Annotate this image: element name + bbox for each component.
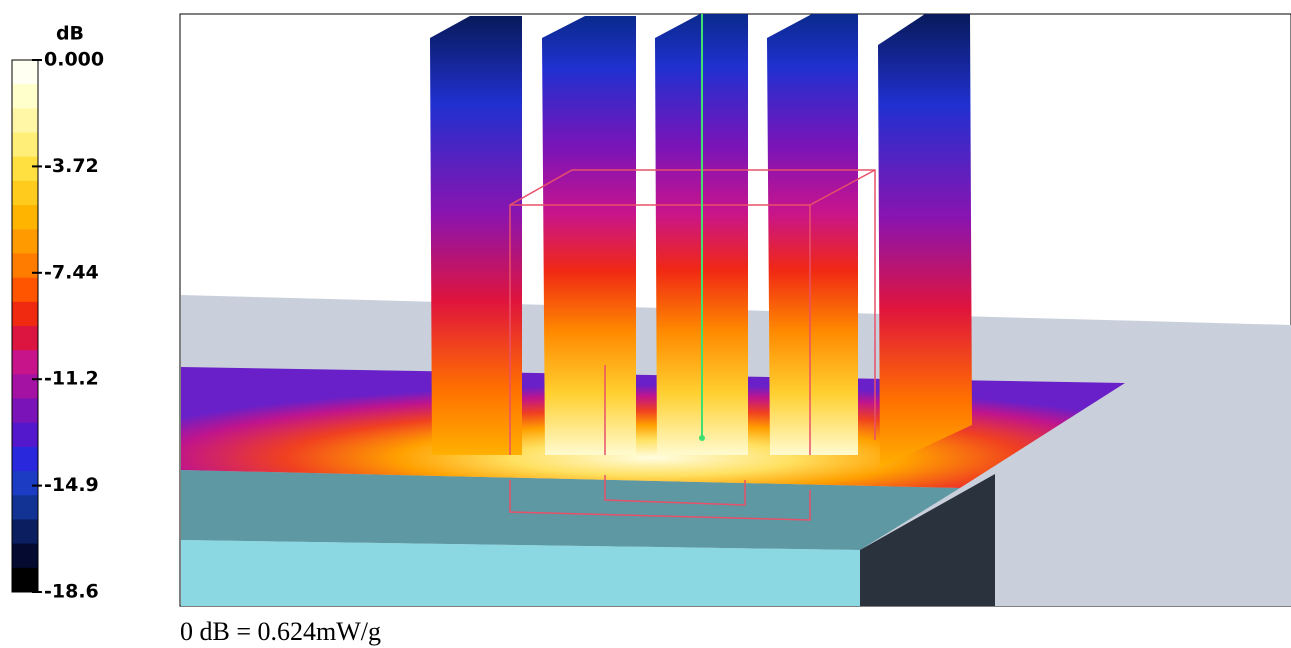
colorbar-tick-label: 0.000 (44, 49, 104, 71)
sar-slab (767, 14, 858, 455)
colorbar-band (12, 157, 38, 182)
sar-slab (542, 16, 636, 455)
colorbar-band (12, 399, 38, 424)
colorbar-band (12, 423, 38, 448)
colorbar-band (12, 447, 38, 472)
sar-slab (430, 16, 522, 455)
colorbar-tick-label: -7.44 (44, 261, 99, 283)
sar-view: 0.000 -3.72 -7.44 -11.2 -14.9 -18.6 dB 0 dB =… (0, 0, 1291, 648)
colorbar-tick-label: -3.72 (44, 155, 99, 177)
colorbar-band (12, 205, 38, 230)
colorbar-band (12, 495, 38, 520)
colorbar-band (12, 60, 38, 85)
colorbar-tick-label: -14.9 (44, 474, 99, 496)
colorbar-band (12, 519, 38, 544)
colorbar-band (12, 374, 38, 399)
colorbar-tick-label: -11.2 (44, 368, 99, 390)
colorbar-band (12, 350, 38, 375)
sar-surface (181, 367, 1125, 488)
page: 0.000 -3.72 -7.44 -11.2 -14.9 -18.6 dB 0 dB =… (0, 0, 1291, 648)
colorbar-band (12, 471, 38, 496)
colorbar-band (12, 568, 38, 593)
colorbar-band (12, 326, 38, 351)
colorbar-band (12, 302, 38, 327)
footer-note: 0 dB = 0.624mW/g (180, 617, 381, 646)
colorbar-band (12, 278, 38, 303)
colorbar-band (12, 84, 38, 109)
colorbar-tick-label: -18.6 (44, 581, 99, 603)
colorbar-band (12, 108, 38, 133)
colorbar-unit: dB (56, 23, 84, 45)
viewport (180, 14, 1291, 606)
phantom-bottom (181, 540, 860, 606)
colorbar-band (12, 253, 38, 278)
colorbar: 0.000 -3.72 -7.44 -11.2 -14.9 -18.6 (12, 49, 104, 603)
sar-slab (878, 14, 972, 468)
colorbar-band (12, 229, 38, 254)
probe-point (699, 435, 705, 441)
colorbar-band (12, 181, 38, 206)
colorbar-band (12, 133, 38, 158)
colorbar-band (12, 544, 38, 569)
